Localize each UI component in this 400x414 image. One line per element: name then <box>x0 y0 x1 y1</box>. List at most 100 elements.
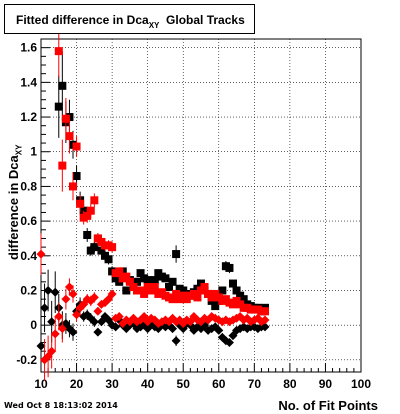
y-tick-label: 1.6 <box>20 41 37 55</box>
y-tick-label: 1.2 <box>20 110 37 124</box>
y-axis-label: difference in DcaXY <box>6 145 24 260</box>
data-points <box>36 25 270 381</box>
data-point-square-black <box>225 263 234 272</box>
x-tick-label: 20 <box>70 377 84 391</box>
data-point-square-red <box>172 289 181 298</box>
data-point-diamond-black <box>43 285 53 295</box>
y-axis-label-text: difference in Dca <box>6 155 21 260</box>
y-tick-label: 1 <box>30 145 37 159</box>
chart-title-prefix: Fitted difference in Dca <box>16 13 149 27</box>
chart-title: Fitted difference in DcaXY Global Tracks <box>16 13 245 30</box>
data-point-diamond-red <box>57 324 67 334</box>
data-point-square-red <box>61 114 70 123</box>
y-tick-label: 1.4 <box>20 75 37 89</box>
data-point-diamond-red <box>50 329 60 339</box>
data-point-square-black <box>143 276 152 285</box>
data-point-diamond-red <box>64 282 74 292</box>
data-point-diamond-red <box>36 249 46 259</box>
data-point-square-black <box>54 102 63 111</box>
chart-title-subscript: XY <box>148 21 160 30</box>
data-point-diamond-red <box>93 306 103 316</box>
chart-title-box: Fitted difference in DcaXY Global Tracks <box>4 4 255 34</box>
data-point-square-red <box>125 277 134 286</box>
x-tick-label: 50 <box>177 377 191 391</box>
data-point-diamond-red <box>249 315 259 325</box>
chart-title-suffix: Global Tracks <box>166 13 245 27</box>
data-point-diamond-red <box>114 312 124 321</box>
data-point-diamond-red <box>89 292 99 302</box>
y-tick-label: 0.2 <box>20 283 37 297</box>
data-point-diamond-red <box>47 346 57 356</box>
data-point-square-black <box>232 286 241 295</box>
data-point-diamond-red <box>68 289 78 299</box>
data-point-square-black <box>133 277 141 286</box>
data-point-square-red <box>58 161 67 170</box>
data-point-square-black <box>239 295 248 304</box>
data-point-square-black <box>161 274 170 283</box>
data-point-diamond-red <box>61 294 71 304</box>
data-point-square-black <box>218 286 227 295</box>
data-point-diamond-black <box>111 322 121 332</box>
y-tick-label: 0.6 <box>20 214 37 228</box>
data-point-diamond-black <box>68 327 78 337</box>
data-point-square-black <box>97 246 106 255</box>
data-point-diamond-red <box>72 310 82 320</box>
data-point-square-black <box>229 279 237 288</box>
data-point-square-red <box>122 272 131 281</box>
data-point-square-black <box>104 255 113 264</box>
data-point-diamond-black <box>168 324 178 334</box>
data-point-diamond-red <box>260 315 270 325</box>
data-point-square-red <box>65 132 74 141</box>
data-point-square-black <box>150 276 159 285</box>
data-point-square-black <box>90 243 99 252</box>
data-point-square-red <box>83 211 92 220</box>
data-point-square-red <box>76 199 85 208</box>
data-point-square-black <box>58 81 67 90</box>
x-tick-label: 60 <box>212 377 226 391</box>
data-point-square-red <box>150 283 159 292</box>
data-point-square-red <box>261 307 269 316</box>
data-point-diamond-black <box>224 338 234 348</box>
x-tick-label: 90 <box>319 377 333 391</box>
data-point-square-red <box>54 47 63 56</box>
y-axis-label-subscript: XY <box>14 144 24 156</box>
data-point-square-black <box>136 269 145 278</box>
data-point-diamond-black <box>40 303 50 313</box>
data-point-square-black <box>72 172 81 181</box>
x-tick-label: 10 <box>34 377 48 391</box>
y-tick-label: 0 <box>30 318 37 332</box>
data-point-square-red <box>115 267 124 276</box>
data-point-square-red <box>140 289 149 298</box>
x-axis-label: No. of Fit Points <box>278 398 378 413</box>
data-point-square-red <box>168 295 177 304</box>
data-point-diamond-black <box>89 317 99 327</box>
data-point-square-red <box>200 283 209 292</box>
x-tick-label: 30 <box>105 377 119 391</box>
data-point-diamond-black <box>47 317 57 327</box>
data-point-diamond-red <box>107 289 117 299</box>
data-point-square-black <box>83 230 92 239</box>
data-point-square-red <box>69 182 77 191</box>
x-tick-label: 40 <box>141 377 155 391</box>
data-point-square-black <box>165 283 173 292</box>
data-point-square-black <box>172 250 181 259</box>
x-tick-label: 70 <box>248 377 262 391</box>
data-point-square-black <box>211 302 220 311</box>
data-point-square-red <box>90 196 99 205</box>
data-point-square-black <box>122 286 131 295</box>
data-point-square-red <box>193 293 202 302</box>
data-point-diamond-black <box>93 327 103 337</box>
data-point-square-black <box>168 277 177 286</box>
data-point-square-red <box>86 206 95 215</box>
y-tick-label: -0.2 <box>16 353 37 367</box>
data-point-diamond-black <box>36 341 46 351</box>
data-point-diamond-red <box>54 312 64 321</box>
y-tick-label: 0.4 <box>20 249 37 263</box>
data-point-diamond-black <box>50 287 60 297</box>
data-point-square-red <box>72 142 81 151</box>
timestamp-footer: Wed Oct 8 18:13:02 2014 <box>4 401 118 410</box>
data-point-diamond-black <box>171 336 181 346</box>
data-point-diamond-black <box>214 325 224 335</box>
data-point-square-red <box>108 243 117 252</box>
